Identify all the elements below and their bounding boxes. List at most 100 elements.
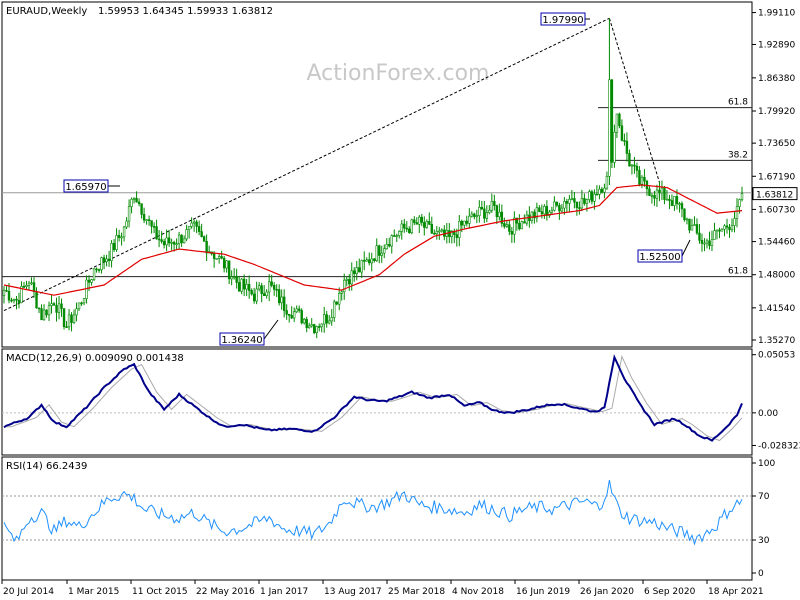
candle-body — [308, 325, 311, 329]
candle-body — [353, 270, 356, 275]
candle-body — [265, 291, 268, 297]
candle-body — [147, 219, 151, 221]
candle-body — [415, 222, 418, 225]
candle-body — [230, 276, 233, 280]
candle-body — [282, 296, 286, 311]
candle-body — [80, 302, 83, 305]
price-layer: 61.8 38.2 61.8 1.97990 1.65970 1.36240 1.52500 — [2, 12, 752, 346]
candle-body — [135, 197, 138, 203]
annotation-label: 1.65970 — [65, 182, 106, 193]
candle-body — [393, 235, 396, 237]
candle-body — [695, 224, 699, 234]
candle-body — [590, 191, 594, 202]
candle-body — [5, 289, 8, 292]
candle-body — [400, 223, 403, 232]
candle-body — [320, 323, 323, 328]
moving-average-line — [3, 184, 743, 296]
candle-body — [330, 317, 333, 322]
candle-body — [698, 232, 701, 241]
rsi-ytick-label: 100 — [758, 459, 775, 469]
candle-body — [473, 213, 476, 217]
candle-body — [555, 201, 559, 206]
x-tick-label: 1 Jan 2017 — [260, 587, 308, 597]
candle-body — [650, 195, 654, 197]
annotation-label: 1.36240 — [221, 335, 262, 346]
candle-body — [55, 305, 58, 313]
candle-body — [725, 225, 729, 228]
x-tick-label: 22 May 2016 — [196, 587, 255, 597]
candle-body — [333, 301, 336, 318]
candle-body — [318, 326, 321, 328]
candle-body — [728, 226, 731, 231]
candle-body — [540, 211, 544, 215]
candle-body — [195, 221, 198, 227]
price-ytick-label: 1.54460 — [758, 238, 795, 248]
candle-body — [190, 222, 193, 227]
candle-body — [305, 318, 308, 329]
candle-body — [495, 205, 499, 218]
candle-body — [167, 237, 171, 244]
candle-body — [295, 308, 298, 313]
candle-body — [12, 298, 16, 301]
candle-body — [613, 131, 616, 163]
candle-body — [328, 320, 331, 324]
candle-body — [615, 113, 619, 133]
candle-body — [560, 207, 564, 212]
candle-body — [117, 235, 121, 238]
candle-body — [380, 252, 383, 256]
candle-body — [225, 260, 228, 269]
macd-ytick-label: 0.00 — [758, 409, 778, 419]
candle-body — [723, 225, 726, 230]
candle-body — [50, 303, 53, 306]
candle-body — [87, 279, 91, 283]
candle-body — [97, 269, 101, 271]
x-tick-label: 26 Jan 2020 — [580, 587, 634, 597]
candle-body — [448, 230, 451, 238]
candle-body — [120, 236, 123, 239]
candle-body — [222, 257, 226, 269]
candle-body — [385, 244, 388, 250]
candle-body — [150, 220, 153, 227]
candle-body — [403, 223, 406, 229]
candle-body — [127, 206, 131, 222]
candle-body — [593, 193, 596, 202]
candle-body — [598, 188, 601, 195]
candle-body — [112, 243, 116, 250]
candle-body — [513, 217, 516, 235]
candle-body — [10, 299, 13, 302]
candle-body — [655, 189, 659, 199]
candle-body — [430, 224, 433, 234]
candle-body — [478, 206, 481, 217]
candle-body — [323, 314, 326, 325]
candle-body — [543, 206, 546, 215]
fib-label: 61.8 — [728, 98, 748, 108]
x-tick-label: 13 Aug 2017 — [324, 587, 382, 597]
candle-body — [235, 276, 238, 283]
candle-body — [610, 79, 614, 163]
candle-body — [733, 218, 736, 226]
candle-body — [105, 258, 108, 262]
price-ytick-label: 1.92890 — [758, 40, 795, 50]
candle-body — [390, 235, 393, 247]
candle-body — [735, 206, 739, 219]
candle-body — [580, 198, 584, 209]
candle-body — [95, 268, 98, 271]
candle-body — [423, 222, 426, 228]
candle-body — [535, 207, 539, 219]
candle-body — [255, 288, 258, 302]
candle-body — [313, 324, 316, 334]
last-price-box — [752, 187, 798, 201]
candle-body — [490, 201, 494, 211]
candle-body — [325, 314, 328, 324]
candle-body — [475, 215, 479, 218]
candle-body — [688, 218, 691, 231]
candle-body — [202, 236, 206, 242]
candle-body — [583, 198, 586, 204]
macd-ytick-label: 0.05053 — [758, 351, 795, 361]
ohlc-label: 1.59953 1.64345 1.59933 1.63812 — [98, 6, 273, 17]
candle-body — [363, 260, 366, 262]
candle-body — [72, 314, 76, 323]
candle-body — [605, 176, 609, 189]
candle-body — [115, 235, 118, 250]
